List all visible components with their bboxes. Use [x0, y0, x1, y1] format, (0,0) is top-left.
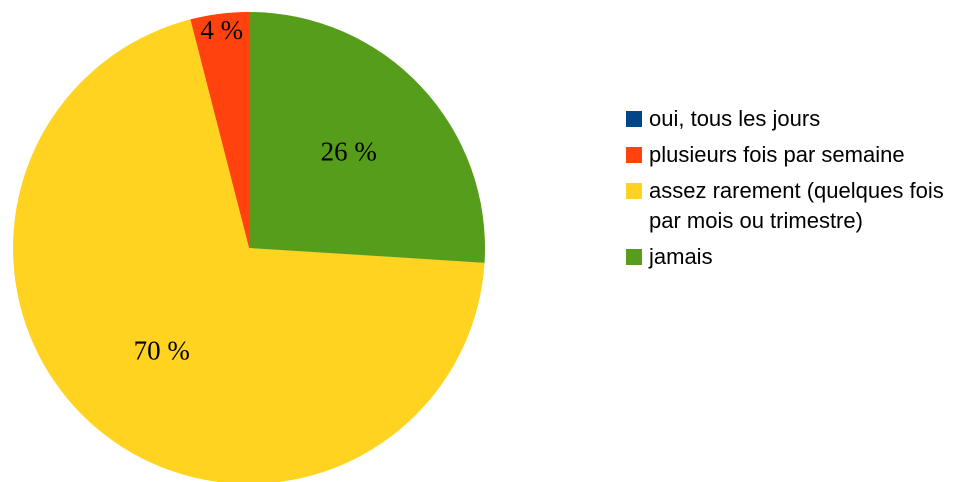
legend-swatch [626, 183, 642, 199]
pie-slice [249, 11, 485, 263]
legend-label: assez rarement (quelques fois par mois o… [649, 178, 944, 233]
legend-label: oui, tous les jours [649, 106, 821, 131]
legend-item: assez rarement (quelques fois par mois o… [626, 176, 956, 236]
pie-slice [13, 19, 485, 482]
legend-swatch [626, 111, 642, 127]
legend-swatch [626, 147, 642, 163]
legend-label: jamais [649, 244, 713, 269]
legend-item: oui, tous les jours [626, 104, 956, 134]
data-label: 26 % [321, 137, 377, 167]
legend-item: plusieurs fois par semaine [626, 140, 956, 170]
legend-label: plusieurs fois par semaine [649, 142, 905, 167]
data-label: 70 % [134, 336, 190, 366]
legend-item: jamais [626, 242, 956, 272]
pie-slice [190, 12, 249, 248]
legend-swatch [626, 249, 642, 265]
data-label: 4 % [200, 15, 243, 45]
legend: oui, tous les jours plusieurs fois par se… [626, 104, 956, 278]
